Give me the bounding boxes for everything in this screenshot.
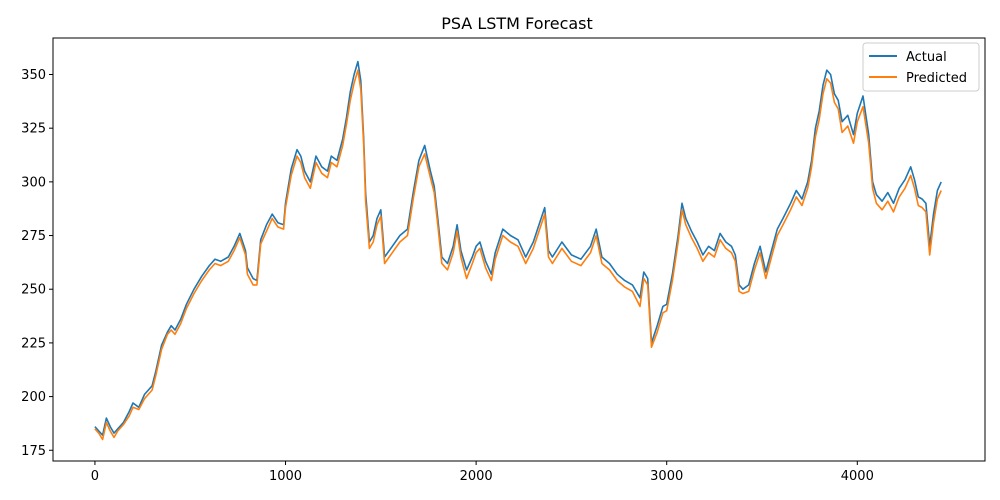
- chart-title: PSA LSTM Forecast: [441, 14, 593, 33]
- plot-area: [94, 60, 942, 441]
- legend: Actual Predicted: [862, 42, 980, 92]
- x-tick-label: 2000: [460, 469, 493, 484]
- legend-label-actual: Actual: [906, 50, 947, 65]
- series-layer: [94, 60, 942, 441]
- x-tick-label: 0: [91, 469, 99, 484]
- x-tick-label: 1000: [269, 469, 302, 484]
- series-line-predicted: [94, 69, 942, 441]
- x-axis: 0 1000 2000 3000 4000: [91, 461, 874, 484]
- y-tick-label: 300: [21, 175, 46, 190]
- y-tick-label: 325: [21, 122, 46, 137]
- y-tick-label: 175: [21, 444, 46, 459]
- y-axis: 175 200 225 250 275 300 325 350: [21, 68, 53, 459]
- x-tick-label: 4000: [841, 469, 874, 484]
- x-tick-label: 3000: [650, 469, 683, 484]
- y-tick-label: 275: [21, 229, 46, 244]
- plot-frame: [52, 37, 986, 462]
- y-tick-label: 250: [21, 283, 46, 298]
- y-tick-label: 225: [21, 336, 46, 351]
- series-line-actual: [94, 60, 942, 437]
- legend-label-predicted: Predicted: [906, 71, 967, 86]
- y-tick-label: 350: [21, 68, 46, 83]
- y-tick-label: 200: [21, 390, 46, 405]
